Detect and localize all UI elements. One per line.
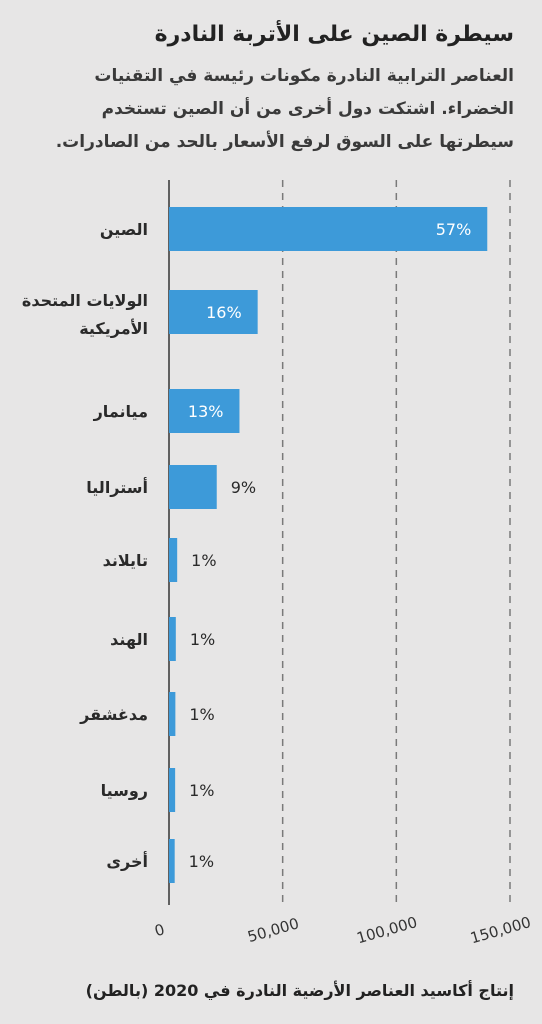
bar [169, 839, 175, 883]
bar-value-label: 13% [188, 402, 224, 421]
category-label: ميانمار [93, 402, 148, 421]
bar-chart: 0 50,000 100,000 150,000 57% الصين 16% الولايات… [22, 180, 533, 947]
category-label: الصين [100, 220, 148, 239]
x-tick-label: 50,000 [246, 914, 301, 946]
bar-value-label: 1% [191, 551, 216, 570]
bar [169, 207, 488, 251]
x-axis-caption: إنتاج أكاسيد العناصر الأرضية النادرة في … [85, 981, 514, 1000]
bar [169, 692, 176, 736]
bar-value-label: 1% [190, 630, 215, 649]
category-label: الهند [110, 630, 148, 649]
bar-value-label: 9% [231, 478, 256, 497]
bar-value-label: 57% [436, 220, 472, 239]
x-tick-label: 150,000 [468, 913, 533, 947]
bar [169, 290, 258, 334]
category-label: روسيا [101, 781, 148, 800]
chart-title: سيطرة الصين على الأتربة النادرة [154, 22, 514, 47]
chart-subtitle: العناصر الترابية النادرة مكونات رئيسة في… [55, 66, 514, 152]
bar-value-label: 1% [189, 781, 214, 800]
bar-value-label: 1% [189, 705, 214, 724]
category-label: أخرى [106, 851, 148, 871]
bar [169, 538, 178, 582]
x-tick-label: 0 [153, 920, 167, 940]
category-label: مدغشقر [79, 705, 148, 724]
bar [169, 768, 176, 812]
x-tick-label: 100,000 [355, 913, 420, 947]
bar [169, 465, 217, 509]
category-label: أستراليا [86, 477, 148, 497]
bar [169, 389, 240, 433]
bar [169, 617, 176, 661]
category-label: الولايات المتحدة الأمريكية [22, 291, 148, 338]
bar-value-label: 1% [189, 852, 214, 871]
category-label: تايلاند [103, 551, 148, 570]
bar-value-label: 16% [206, 303, 242, 322]
